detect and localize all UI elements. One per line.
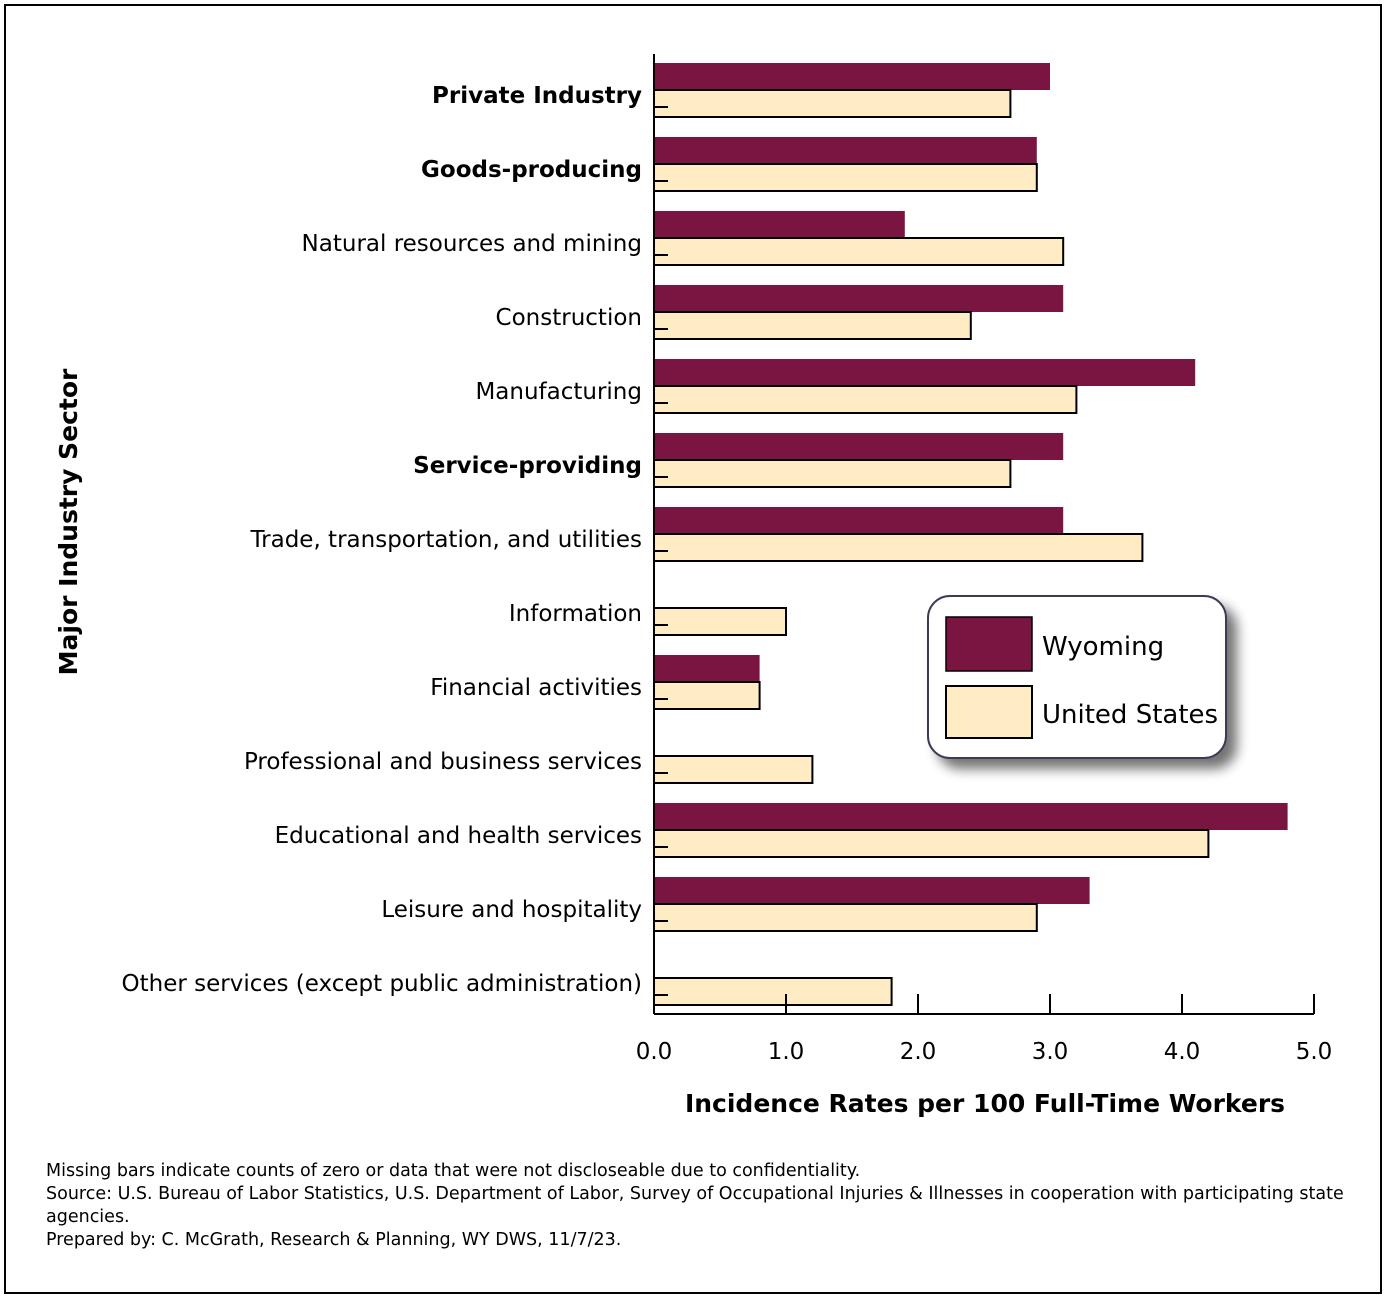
category-label-trade-transportation-and-utilities: Trade, transportation, and utilities [249, 527, 642, 553]
bar-chart: Private Industry Goods-producing Natural r… [54, 54, 1333, 1118]
bar-wyoming-service-providing [654, 433, 1064, 460]
legend-swatch-wyoming [945, 616, 1033, 672]
category-label-private-industry: Private Industry [432, 83, 642, 109]
bar-wyoming-leisure-and-hospitality [654, 877, 1090, 904]
bar-wyoming-construction [654, 285, 1064, 312]
x-tick-labels: 0.0 1.0 2.0 3.0 4.0 5.0 [636, 1039, 1333, 1065]
bar-wyoming-financial-activities [654, 655, 760, 682]
category-labels: Private Industry Goods-producing Natural r… [122, 83, 643, 997]
category-label-manufacturing: Manufacturing [475, 379, 642, 405]
bar-united-states-educational-and-health-services [653, 829, 1210, 858]
note-prepared-by: Prepared by: C. McGrath, Research & Plan… [46, 1230, 622, 1250]
bar-wyoming-private-industry [654, 63, 1050, 90]
bar-united-states-service-providing [653, 459, 1012, 488]
note-source: Source: U.S. Bureau of Labor Statistics,… [46, 1184, 1344, 1227]
category-label-leisure-and-hospitality: Leisure and hospitality [381, 897, 642, 923]
bar-wyoming-natural-resources-and-mining [654, 211, 905, 238]
category-label-construction: Construction [496, 305, 642, 331]
bar-united-states-natural-resources-and-mining [653, 237, 1065, 266]
category-label-financial-activities: Financial activities [430, 675, 642, 701]
category-label-other-services-except-public-administration: Other services (except public administra… [122, 971, 643, 997]
bar-united-states-goods-producing [653, 163, 1038, 192]
category-label-professional-and-business-services: Professional and business services [244, 749, 642, 775]
category-label-goods-producing: Goods-producing [421, 157, 642, 183]
chart-frame [4, 4, 1382, 1294]
x-tick-label: 3.0 [1032, 1039, 1069, 1065]
bar-united-states-private-industry [653, 89, 1012, 118]
x-tick-label: 4.0 [1164, 1039, 1201, 1065]
legend-label-wyoming: Wyoming [1042, 632, 1164, 662]
bar-united-states-professional-and-business-services [653, 755, 814, 784]
category-label-natural-resources-and-mining: Natural resources and mining [302, 231, 642, 257]
legend: Wyoming United States [927, 595, 1227, 759]
bar-wyoming-educational-and-health-services [654, 803, 1288, 830]
category-label-information: Information [509, 601, 642, 627]
axes-layer [653, 54, 1315, 1015]
bars-layer [653, 63, 1288, 1006]
footnotes: Missing bars indicate counts of zero or … [46, 1160, 1346, 1252]
category-label-educational-and-health-services: Educational and health services [275, 823, 642, 849]
legend-swatch-united-states [945, 685, 1033, 739]
bar-united-states-other-services-except-public-administration [653, 977, 893, 1006]
bar-wyoming-goods-producing [654, 137, 1037, 164]
x-tick-label: 1.0 [768, 1039, 805, 1065]
x-tick-label: 5.0 [1296, 1039, 1333, 1065]
category-label-service-providing: Service-providing [413, 453, 642, 479]
bar-united-states-trade-transportation-and-utilities [653, 533, 1144, 562]
legend-label-united-states: United States [1042, 700, 1218, 730]
bar-wyoming-manufacturing [654, 359, 1196, 386]
x-tick-label: 0.0 [636, 1039, 673, 1065]
bar-united-states-construction [653, 311, 972, 340]
bar-united-states-manufacturing [653, 385, 1078, 414]
bar-united-states-financial-activities [653, 681, 761, 710]
bar-united-states-leisure-and-hospitality [653, 903, 1038, 932]
x-tick-label: 2.0 [900, 1039, 937, 1065]
bar-wyoming-trade-transportation-and-utilities [654, 507, 1064, 534]
y-axis-title: Major Industry Sector [54, 368, 83, 675]
note-missing-bars: Missing bars indicate counts of zero or … [46, 1161, 861, 1181]
x-axis-title: Incidence Rates per 100 Full-Time Worker… [685, 1089, 1285, 1118]
bar-united-states-information [653, 607, 787, 636]
